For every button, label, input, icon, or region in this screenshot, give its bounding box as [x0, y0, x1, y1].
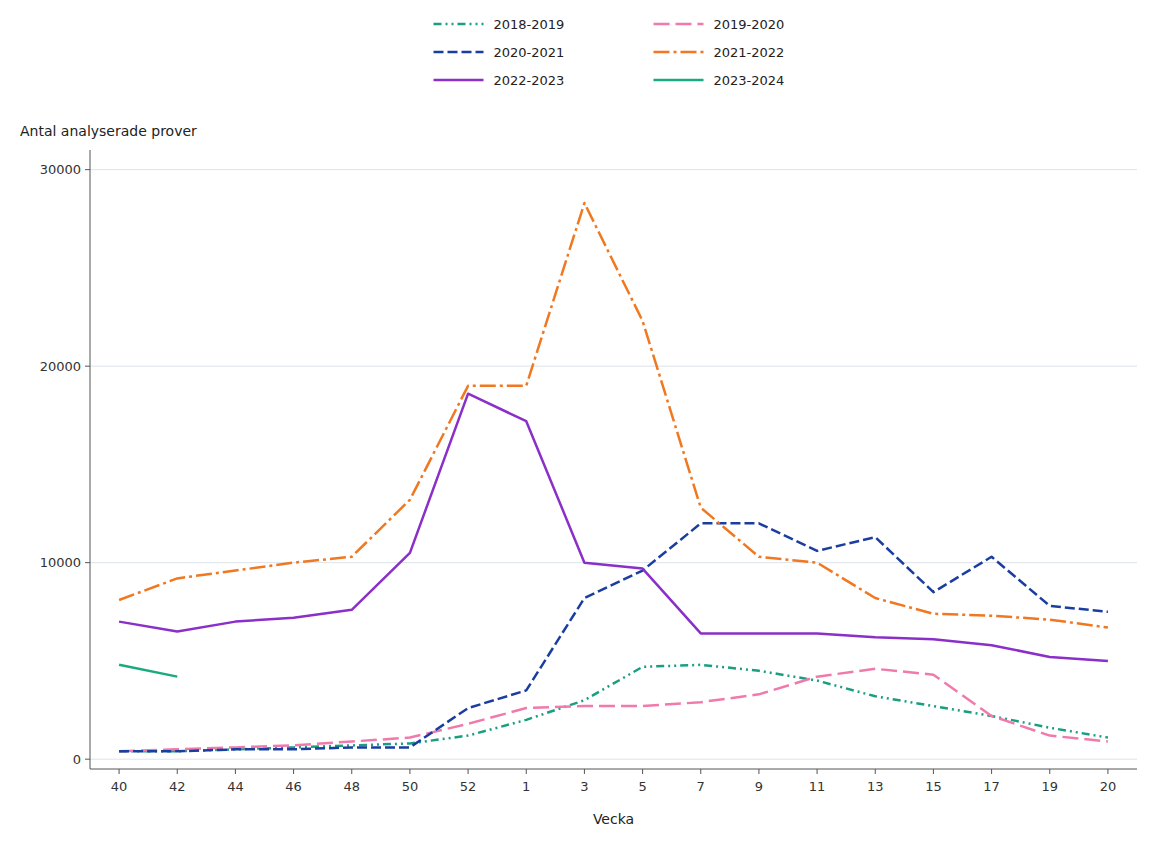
x-tick: [351, 769, 352, 774]
x-tick-label: 9: [755, 779, 763, 794]
x-tick: [817, 769, 818, 774]
x-tick-label: 1: [522, 779, 530, 794]
x-tick-label: 46: [285, 779, 302, 794]
y-tick: [85, 759, 90, 760]
x-tick: [235, 769, 236, 774]
y-tick-label: 20000: [40, 359, 81, 374]
x-tick: [933, 769, 934, 774]
series-line: [119, 203, 1108, 627]
legend: 2018-2019 2019-2020 2020-2021 2021-2022 2022…: [434, 17, 785, 88]
y-tick: [85, 366, 90, 367]
y-tick: [85, 562, 90, 563]
x-tick-label: 20: [1100, 779, 1117, 794]
series-line: [119, 665, 1108, 751]
x-tick-label: 52: [460, 779, 477, 794]
x-tick-label: 7: [697, 779, 705, 794]
y-axis: 0 10000 20000 30000: [40, 162, 90, 767]
series-line: [119, 665, 177, 677]
legend-label: 2019-2020: [714, 17, 785, 32]
x-tick: [293, 769, 294, 774]
x-tick-label: 15: [925, 779, 942, 794]
x-tick: [177, 769, 178, 774]
x-tick: [991, 769, 992, 774]
x-tick: [526, 769, 527, 774]
x-tick-label: 19: [1041, 779, 1058, 794]
series-line: [119, 523, 1108, 751]
x-tick-label: 50: [402, 779, 419, 794]
x-tick-label: 48: [343, 779, 360, 794]
y-tick: [85, 169, 90, 170]
y-tick-label: 30000: [40, 162, 81, 177]
x-tick: [409, 769, 410, 774]
x-tick: [584, 769, 585, 774]
x-axis-label: Vecka: [593, 811, 634, 827]
legend-label: 2021-2022: [714, 45, 785, 60]
y-tick-label: 10000: [40, 555, 81, 570]
legend-swatch: [434, 51, 484, 54]
x-tick-label: 42: [169, 779, 186, 794]
lines: [119, 203, 1108, 751]
y-axis-label: Antal analyserade prover: [20, 123, 197, 139]
y-axis-line: [90, 150, 91, 769]
legend-swatch: [434, 79, 484, 82]
x-tick-label: 40: [111, 779, 128, 794]
series-line: [119, 394, 1108, 661]
x-tick: [1107, 769, 1108, 774]
legend-swatch: [434, 23, 484, 26]
x-tick: [700, 769, 701, 774]
x-axis-line: [90, 769, 1137, 770]
legend-swatch: [654, 51, 704, 54]
grid-line: [90, 759, 1137, 760]
legend-label: 2018-2019: [494, 17, 565, 32]
grid-line: [90, 169, 1137, 170]
chart-container: 0100002000030000404244464850521357911131…: [0, 0, 1167, 849]
x-tick-label: 13: [867, 779, 884, 794]
x-tick-label: 17: [983, 779, 1000, 794]
chart-svg: 0100002000030000404244464850521357911131…: [0, 0, 1167, 849]
x-tick-label: 44: [227, 779, 244, 794]
x-tick: [119, 769, 120, 774]
series-line: [119, 669, 1108, 752]
legend-label: 2020-2021: [494, 45, 565, 60]
x-tick: [875, 769, 876, 774]
x-tick-label: 3: [580, 779, 588, 794]
grid-line: [90, 366, 1137, 367]
x-tick: [758, 769, 759, 774]
legend-swatch: [654, 23, 704, 26]
grid: [90, 170, 1137, 760]
x-axis: 4042444648505213579111315171920: [111, 769, 1116, 794]
legend-swatch: [654, 79, 704, 82]
x-tick: [642, 769, 643, 774]
y-tick-label: 0: [73, 752, 81, 767]
x-tick-label: 11: [809, 779, 826, 794]
x-tick-label: 5: [638, 779, 646, 794]
x-tick: [1049, 769, 1050, 774]
legend-label: 2022-2023: [494, 73, 565, 88]
legend-label: 2023-2024: [714, 73, 785, 88]
x-tick: [468, 769, 469, 774]
